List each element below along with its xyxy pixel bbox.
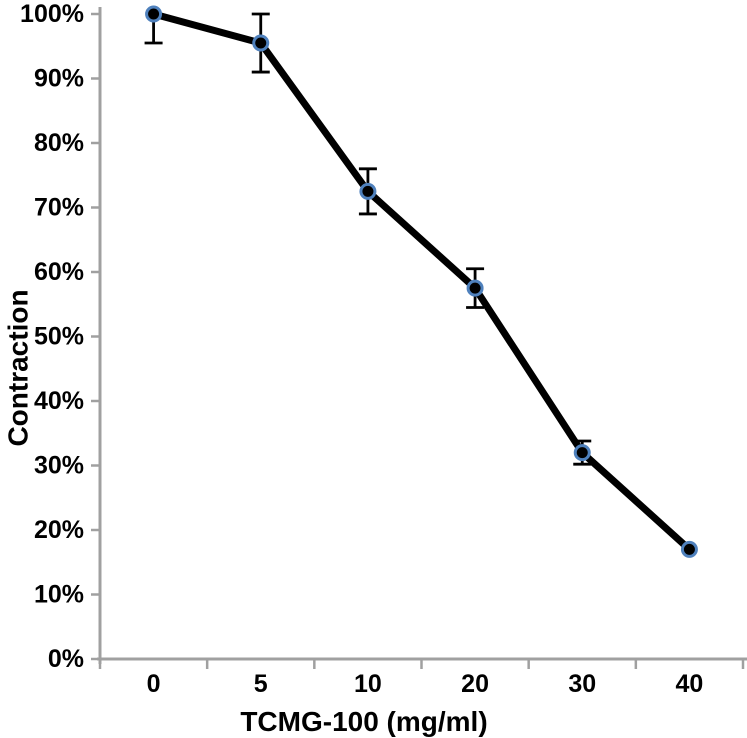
data-point-marker (252, 34, 270, 52)
y-tick-label: 30% (34, 452, 84, 480)
data-point-marker (573, 444, 591, 462)
y-tick-label: 40% (34, 387, 84, 415)
x-tick-label: 30 (568, 670, 596, 698)
y-tick-label: 0% (48, 645, 84, 673)
data-point-marker (359, 182, 377, 200)
x-axis-title: TCMG-100 (mg/ml) (240, 706, 487, 737)
x-tick-label: 10 (354, 670, 382, 698)
x-tick-label: 0 (147, 670, 161, 698)
y-tick-label: 50% (34, 323, 84, 351)
y-tick-label: 80% (34, 129, 84, 157)
x-tick-label: 5 (254, 670, 268, 698)
x-tick-label: 20 (461, 670, 489, 698)
y-tick-label: 100% (20, 0, 84, 28)
data-line (150, 10, 693, 553)
data-point-marker (145, 5, 163, 23)
y-axis-title: Contraction (3, 289, 34, 446)
y-tick-label: 60% (34, 258, 84, 286)
data-point-marker (680, 540, 698, 558)
y-tick-label: 90% (34, 65, 84, 93)
y-tick-label: 20% (34, 516, 84, 544)
y-tick-label: 10% (34, 581, 84, 609)
y-tick-label: 70% (34, 194, 84, 222)
data-point-marker (466, 279, 484, 297)
x-tick-label: 40 (676, 670, 704, 698)
